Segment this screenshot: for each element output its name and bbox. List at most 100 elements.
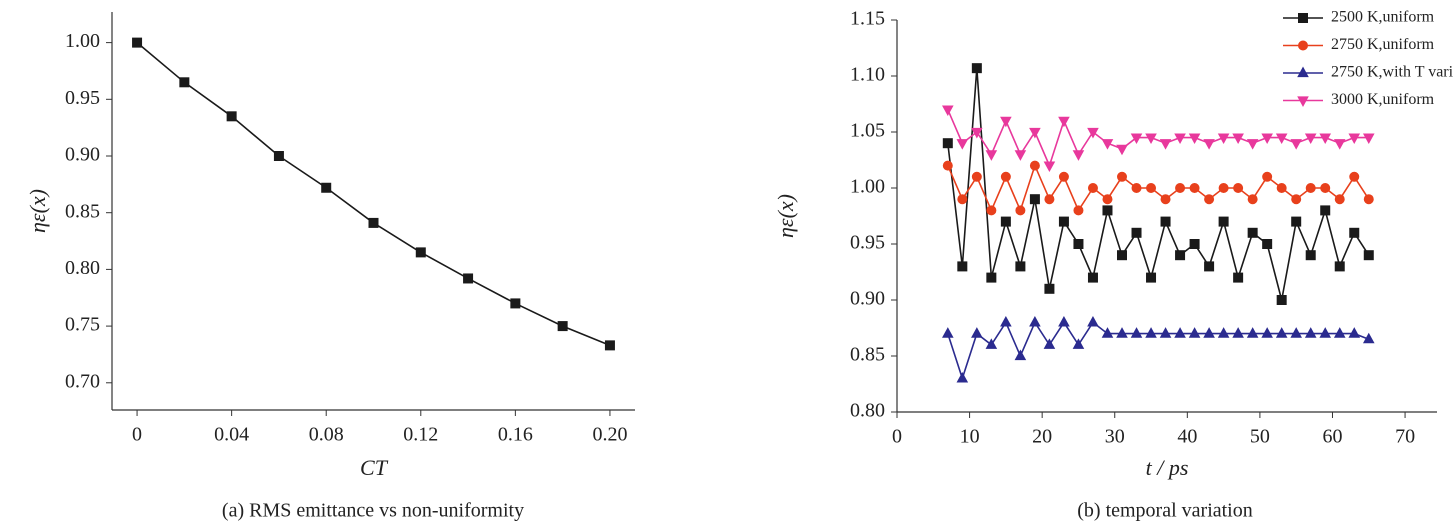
data-point (1247, 194, 1258, 205)
data-point (1130, 327, 1143, 338)
x-axis-label: CT (360, 455, 389, 480)
data-point (1101, 139, 1114, 150)
data-point (1290, 327, 1302, 338)
data-point (1261, 327, 1273, 338)
data-point (1291, 216, 1302, 227)
data-point (273, 151, 284, 162)
y-tick-label: 1.00 (850, 176, 885, 198)
y-axis-label: ηε(x) (773, 194, 798, 238)
y-tick-label: 1.10 (850, 64, 885, 86)
data-point (1246, 139, 1259, 150)
legend-marker (1297, 96, 1309, 107)
x-axis-label: t / ps (1146, 455, 1189, 480)
y-tick-label: 0.85 (65, 200, 100, 222)
y-tick-label: 1.15 (850, 8, 885, 30)
data-point (510, 298, 521, 309)
data-point (956, 371, 969, 383)
data-point (942, 160, 953, 171)
data-point (1175, 183, 1186, 193)
x-tick-label: 0 (132, 424, 142, 446)
data-point (1174, 133, 1186, 145)
data-point (1217, 327, 1230, 338)
data-point (1333, 139, 1346, 150)
data-point (1116, 144, 1128, 156)
data-point (1319, 327, 1332, 338)
data-point (971, 327, 983, 338)
data-point (1029, 160, 1040, 171)
data-point (1000, 171, 1011, 182)
data-point (1261, 133, 1273, 145)
x-tick-label: 0.16 (498, 424, 533, 446)
data-point (1175, 250, 1186, 261)
data-point (1189, 239, 1200, 249)
data-point (1233, 183, 1244, 193)
data-point (1087, 183, 1098, 193)
data-point (1334, 194, 1345, 205)
data-point (1117, 171, 1127, 182)
data-point (1043, 338, 1056, 349)
y-tick-label: 0.75 (65, 314, 100, 336)
caption: (b) temporal variation (1077, 500, 1253, 522)
y-tick-label: 0.90 (65, 144, 100, 166)
data-point (557, 321, 568, 332)
data-point (1000, 315, 1012, 327)
data-point (1130, 133, 1143, 145)
data-point (1101, 327, 1114, 338)
data-point (1320, 205, 1331, 216)
data-point (1160, 194, 1171, 205)
data-point (1087, 127, 1099, 139)
data-point (1232, 327, 1244, 338)
data-point (1131, 183, 1142, 193)
data-point (1247, 227, 1258, 238)
data-point (1275, 327, 1288, 338)
data-point (1276, 183, 1287, 193)
data-point (1145, 327, 1157, 338)
data-point (1058, 216, 1069, 227)
data-point (1131, 227, 1142, 238)
data-point (1319, 133, 1332, 145)
data-point (1349, 171, 1360, 182)
data-point (1204, 194, 1215, 205)
data-point (1000, 216, 1011, 227)
series-line (947, 320, 1370, 381)
data-point (321, 182, 332, 193)
data-point (1145, 133, 1157, 145)
y-tick-label: 1.00 (65, 30, 100, 52)
data-point (604, 340, 615, 351)
data-point (1102, 205, 1113, 216)
data-point (1000, 116, 1012, 128)
data-point (1291, 194, 1302, 205)
data-point (1203, 327, 1215, 338)
data-point (971, 63, 982, 74)
data-point (1102, 194, 1113, 205)
data-point (1044, 283, 1055, 294)
data-point (1072, 338, 1085, 349)
data-point (985, 338, 998, 349)
legend-marker (1297, 66, 1309, 78)
data-point (1014, 349, 1027, 361)
data-point (956, 139, 969, 150)
data-point (1073, 205, 1084, 216)
legend-label: 2750 K,uniform (1331, 36, 1435, 53)
data-point (1232, 133, 1244, 145)
data-point (1217, 133, 1230, 145)
data-point (985, 150, 998, 161)
data-point (1188, 133, 1201, 145)
data-point (1189, 183, 1200, 193)
x-tick-label: 0 (892, 426, 902, 448)
data-point (1348, 133, 1361, 145)
data-point (986, 205, 997, 216)
data-point (1029, 194, 1040, 205)
y-tick-label: 0.95 (850, 232, 885, 254)
data-point (1333, 327, 1346, 338)
x-tick-label: 70 (1395, 426, 1415, 448)
data-point (1349, 227, 1360, 238)
data-point (1029, 127, 1041, 139)
data-point (1117, 250, 1127, 261)
data-point (1087, 315, 1099, 327)
series-line (947, 163, 1370, 213)
data-point (1305, 250, 1316, 261)
data-point (1146, 183, 1157, 193)
data-point (1320, 183, 1331, 193)
